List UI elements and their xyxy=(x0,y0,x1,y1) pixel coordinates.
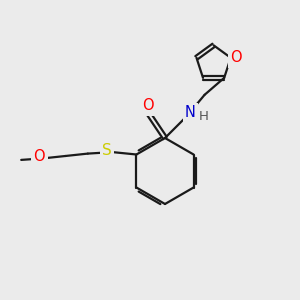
Text: S: S xyxy=(102,143,112,158)
Text: N: N xyxy=(185,105,196,120)
Text: O: O xyxy=(230,50,242,65)
Text: O: O xyxy=(142,98,154,113)
Text: H: H xyxy=(199,110,209,123)
Text: O: O xyxy=(33,149,45,164)
